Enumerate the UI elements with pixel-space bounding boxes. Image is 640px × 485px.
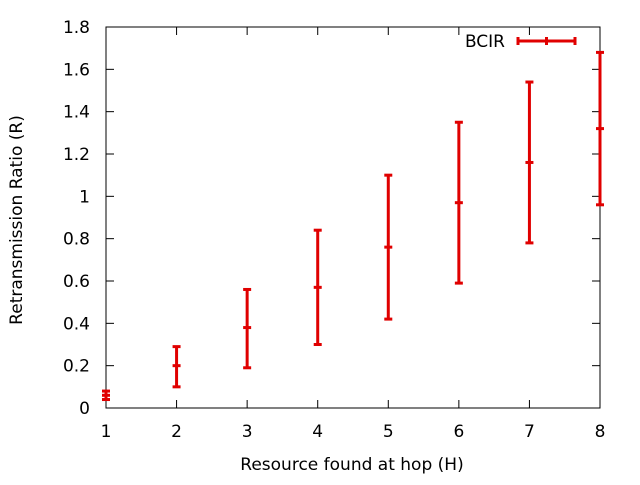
y-tick-label: 0 — [79, 399, 90, 419]
y-tick-label: 1.8 — [63, 18, 90, 38]
x-tick-label: 7 — [524, 422, 535, 442]
x-tick-label: 3 — [242, 422, 253, 442]
x-tick-label: 6 — [453, 422, 464, 442]
series — [102, 50, 604, 402]
y-tick-label: 0.2 — [63, 357, 90, 377]
error-bar — [454, 120, 463, 285]
x-tick-label: 8 — [595, 422, 606, 442]
error-bar — [596, 50, 604, 207]
ticks: 0 0.2 0.4 0.6 0.8 1 1.2 1.4 1.6 1.8 1 2 3 4 5 6 7 8 — [63, 18, 605, 442]
x-tick-label: 1 — [101, 422, 112, 442]
y-tick-label: 1 — [79, 187, 90, 207]
y-tick-label: 0.4 — [63, 314, 90, 334]
legend-label: BCIR — [465, 32, 505, 52]
error-bar — [384, 173, 393, 321]
y-tick-label: 1.4 — [63, 103, 90, 123]
y-tick-label: 0.6 — [63, 272, 90, 292]
y-tick-label: 0.8 — [63, 230, 90, 250]
error-bar — [172, 345, 181, 389]
x-axis-label: Resource found at hop (H) — [240, 455, 463, 475]
y-axis-label: Retransmission Ratio (R) — [7, 115, 27, 325]
y-tick-label: 1.2 — [63, 145, 90, 165]
legend: BCIR — [465, 32, 577, 52]
error-bar — [102, 389, 110, 402]
error-bar — [525, 80, 534, 245]
series-bcir — [102, 50, 604, 402]
axes — [105, 26, 601, 409]
y-tick-label: 1.6 — [63, 60, 90, 80]
x-tick-label: 2 — [171, 422, 182, 442]
x-tick-label: 5 — [383, 422, 394, 442]
error-bar — [243, 287, 252, 370]
plot-frame — [105, 26, 601, 409]
error-bar — [313, 228, 322, 346]
x-tick-label: 4 — [312, 422, 323, 442]
